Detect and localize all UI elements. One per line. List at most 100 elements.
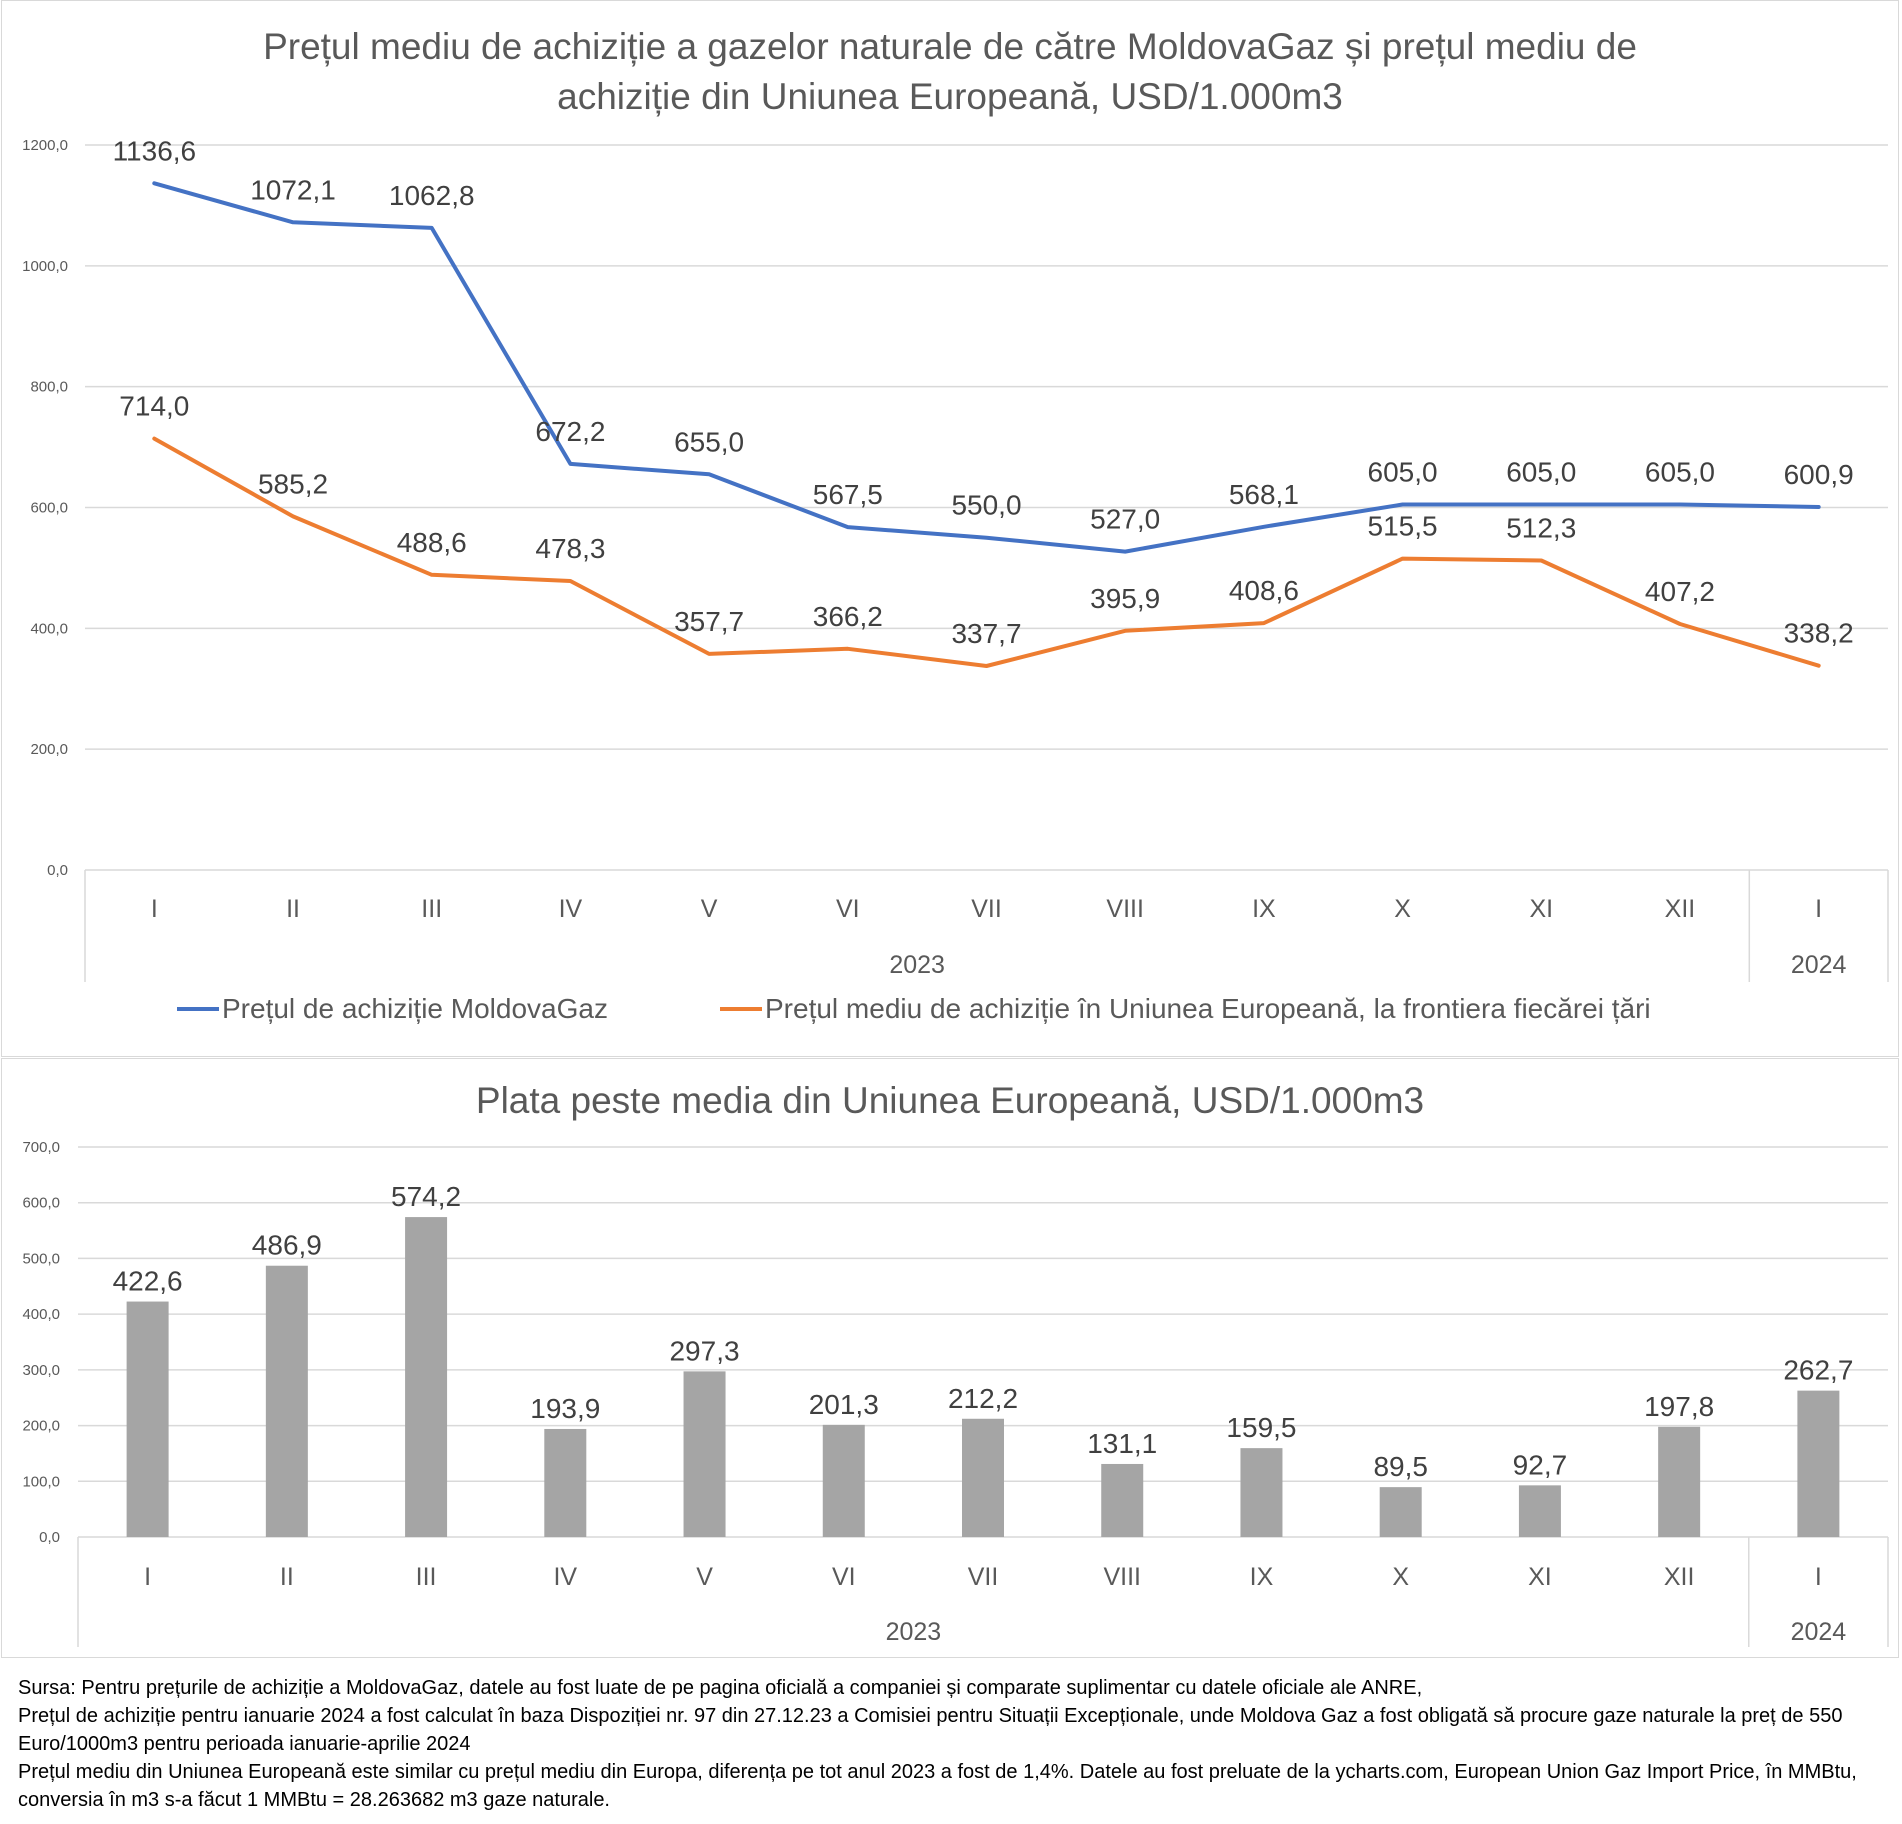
x-tick-label: VIII [1106,895,1144,923]
data-label: 407,2 [1645,576,1715,607]
x-tick-label: XI [1529,895,1553,923]
data-label: 366,2 [813,601,883,632]
x-tick-label: III [416,1563,437,1591]
data-label: 527,0 [1090,504,1160,535]
data-label: 357,7 [674,606,744,637]
data-label: 92,7 [1513,1449,1568,1480]
y-tick-label: 300,0 [22,1362,60,1379]
y-tick-label: 600,0 [22,1195,60,1212]
bar [1518,1485,1561,1537]
data-label: 422,6 [113,1266,183,1297]
y-tick-label: 500,0 [22,1250,60,1267]
data-label: 486,9 [252,1230,322,1261]
y-tick-label: 800,0 [30,379,68,396]
data-label: 197,8 [1644,1391,1714,1422]
data-label: 201,3 [809,1389,879,1420]
data-label: 488,6 [397,527,467,558]
x-tick-label: IV [559,895,583,923]
data-label: 159,5 [1226,1412,1296,1443]
footnotes: Sursa: Pentru prețurile de achiziție a M… [18,1674,1888,1814]
footnote-eu-price: Prețul mediu din Uniunea Europeană este … [18,1761,1857,1811]
data-label: 605,0 [1368,456,1438,487]
data-label: 1072,1 [250,174,336,205]
data-label: 515,5 [1368,511,1438,542]
legend-label-eu: Prețul mediu de achiziție în Uniunea Eur… [765,993,1651,1024]
bar [544,1428,587,1537]
x-tick-label: VII [971,895,1002,923]
y-tick-label: 100,0 [22,1473,60,1490]
bar [1658,1426,1701,1537]
bar-chart: Plata peste media din Uniunea Europeană,… [22,1080,1889,1647]
x-group-label: 2023 [886,1618,942,1646]
data-label: 714,0 [119,391,189,422]
data-label: 1136,6 [113,135,197,166]
data-label: 338,2 [1784,618,1854,649]
x-tick-label: VIII [1103,1563,1141,1591]
x-tick-label: I [1815,895,1822,923]
data-label: 574,2 [391,1181,461,1212]
line-chart: Prețul mediu de achiziție a gazelor natu… [22,26,1889,1024]
bar [962,1418,1004,1537]
x-tick-label: II [286,895,300,923]
x-group-label: 2024 [1791,1618,1847,1646]
y-tick-label: 400,0 [22,1306,60,1323]
y-tick-label: 200,0 [30,741,68,758]
legend-label-moldovagaz: Prețul de achiziție MoldovaGaz [222,993,608,1024]
x-tick-label: VI [836,895,860,923]
footnote-january-2024: Prețul de achiziție pentru ianuarie 2024… [18,1705,1843,1755]
data-label: 131,1 [1087,1428,1157,1459]
bar [1379,1487,1422,1537]
y-tick-label: 400,0 [30,620,68,637]
bar [683,1371,726,1537]
x-tick-label: V [696,1563,713,1591]
data-label: 672,2 [535,416,605,447]
x-tick-label: X [1392,1563,1409,1591]
x-group-label: 2024 [1791,951,1847,979]
data-label: 600,9 [1784,459,1854,490]
data-label: 212,2 [948,1383,1018,1414]
bar-chart-panel: Plata peste media din Uniunea Europeană,… [1,1058,1899,1658]
x-tick-label: IX [1252,895,1276,923]
data-label: 605,0 [1506,456,1576,487]
data-label: 550,0 [951,490,1021,521]
data-label: 605,0 [1645,456,1715,487]
data-label: 297,3 [669,1335,739,1366]
chart-title-line-2: achiziție din Uniunea Europeană, USD/1.0… [557,76,1343,117]
data-label: 395,9 [1090,583,1160,614]
data-label: 408,6 [1229,575,1299,606]
x-tick-label: XII [1665,895,1696,923]
data-label: 337,7 [951,618,1021,649]
x-tick-label: I [1815,1563,1822,1591]
x-tick-label: VII [968,1563,999,1591]
bar [405,1217,448,1537]
y-tick-label: 700,0 [22,1139,60,1156]
bar [822,1424,865,1537]
x-tick-label: XI [1528,1563,1552,1591]
y-tick-label: 1000,0 [22,258,68,275]
bar [1240,1448,1283,1537]
bar [126,1301,169,1537]
y-tick-label: 200,0 [22,1418,60,1435]
bar [1797,1390,1840,1537]
x-tick-label: IX [1250,1563,1274,1591]
data-label: 89,5 [1373,1451,1428,1482]
data-label: 568,1 [1229,479,1299,510]
x-tick-label: III [421,895,442,923]
data-label: 478,3 [535,533,605,564]
x-tick-label: I [144,1563,151,1591]
y-tick-label: 0,0 [47,862,68,879]
x-tick-label: IV [553,1563,577,1591]
data-label: 193,9 [530,1393,600,1424]
x-tick-label: II [280,1563,294,1591]
x-tick-label: I [151,895,158,923]
chart-title-line-1: Prețul mediu de achiziție a gazelor natu… [263,26,1637,67]
y-tick-label: 1200,0 [22,137,68,154]
chart-title: Plata peste media din Uniunea Europeană,… [476,1080,1424,1121]
bar [1101,1463,1144,1537]
x-tick-label: VI [832,1563,856,1591]
data-label: 512,3 [1506,512,1576,543]
line-chart-panel: Prețul mediu de achiziție a gazelor natu… [1,0,1899,1057]
data-label: 655,0 [674,426,744,457]
x-tick-label: X [1394,895,1411,923]
y-tick-label: 600,0 [30,500,68,517]
